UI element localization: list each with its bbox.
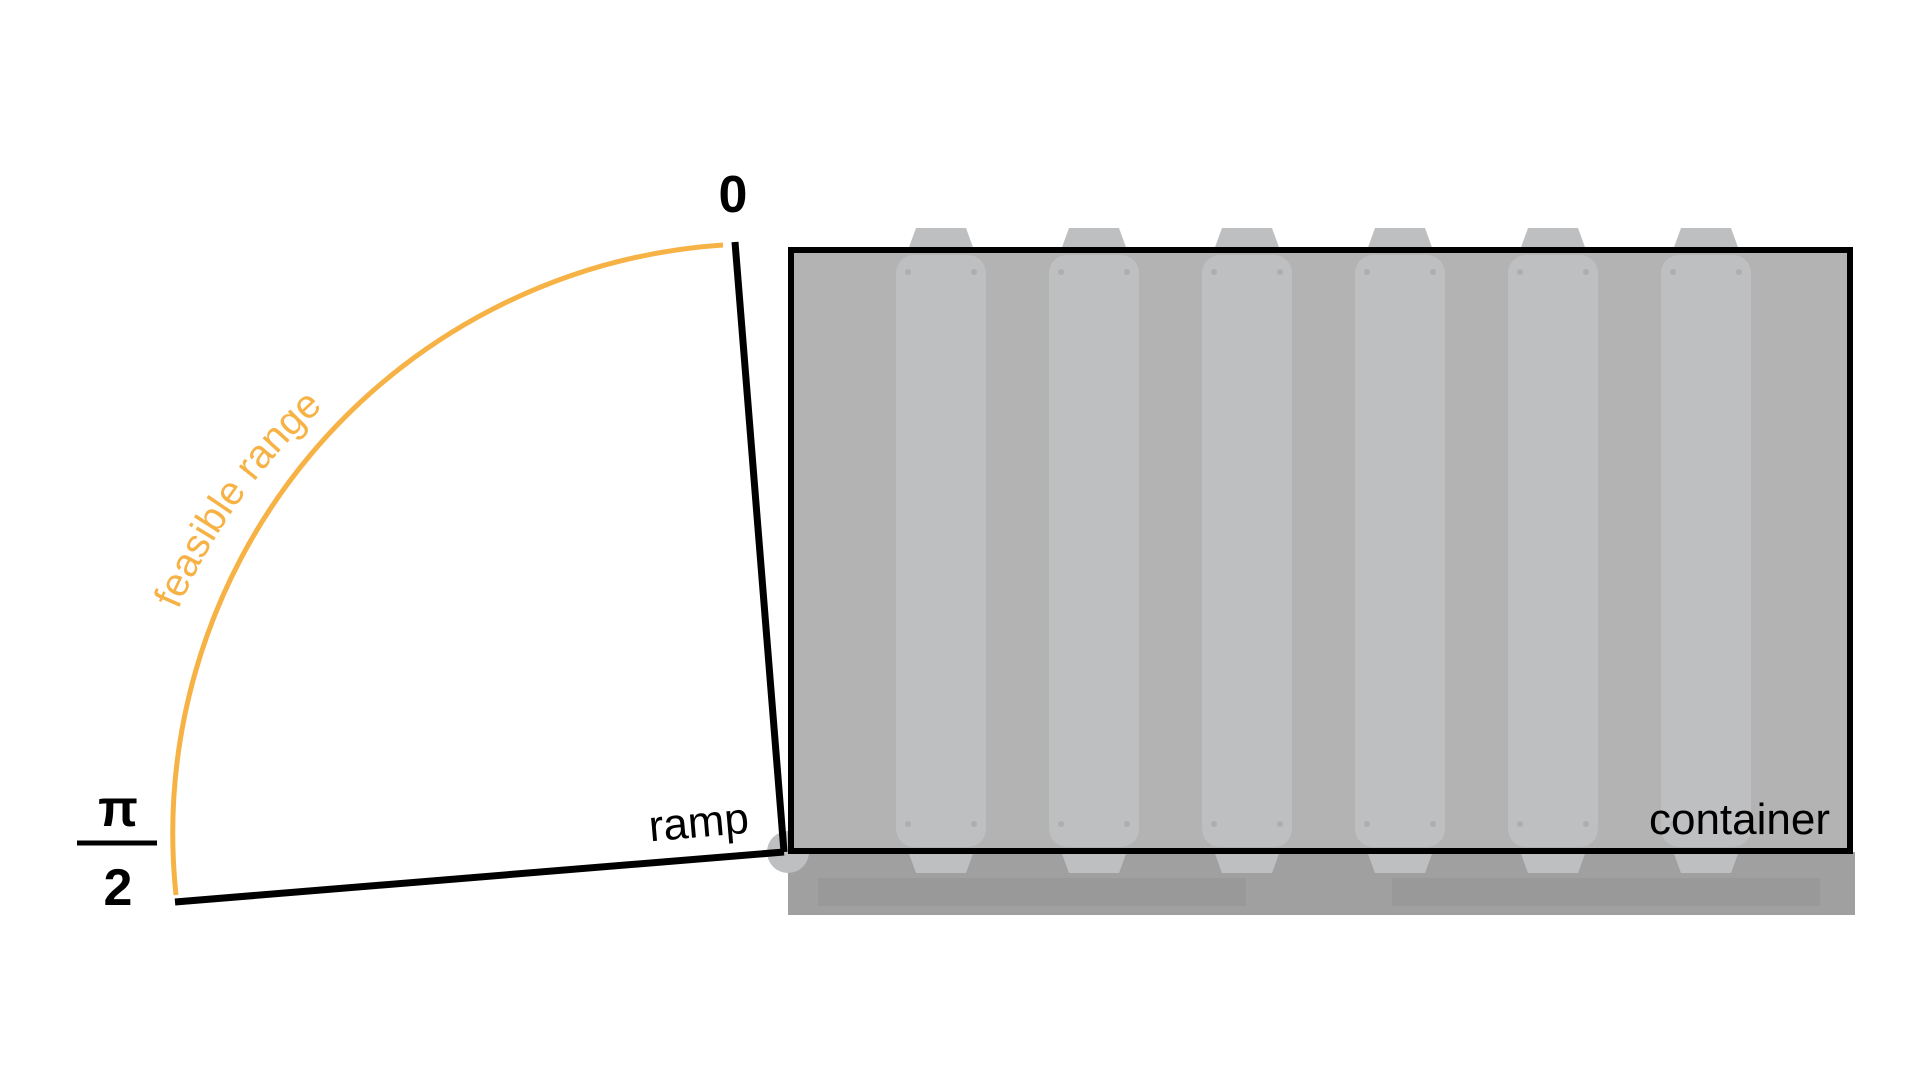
pi-denominator: 2 <box>104 859 133 917</box>
container-rib <box>1355 228 1445 873</box>
feasible-range-label: feasible range <box>146 382 330 614</box>
pi-numerator: π <box>98 780 138 838</box>
shipping-container-icon <box>788 228 1853 873</box>
trailer-inset-right <box>1392 878 1820 906</box>
zero-label: 0 <box>719 166 748 224</box>
container-rib <box>1202 228 1292 873</box>
ramp-label: ramp <box>647 794 751 852</box>
container-rib <box>1508 228 1598 873</box>
container-ribs <box>896 228 1751 873</box>
ramp-line-zero <box>731 241 788 853</box>
container-rib <box>1049 228 1139 873</box>
ramp-line-half-pi <box>174 848 785 906</box>
pi-over-two-label: π 2 <box>77 780 157 917</box>
container-rib <box>896 228 986 873</box>
container-rib <box>1661 228 1751 873</box>
feasible-range-arc <box>170 242 724 896</box>
container-outline <box>788 247 1853 854</box>
container-label: container <box>1649 795 1830 844</box>
trailer-inset-left <box>818 878 1246 906</box>
trailer-base-icon <box>767 831 1855 915</box>
